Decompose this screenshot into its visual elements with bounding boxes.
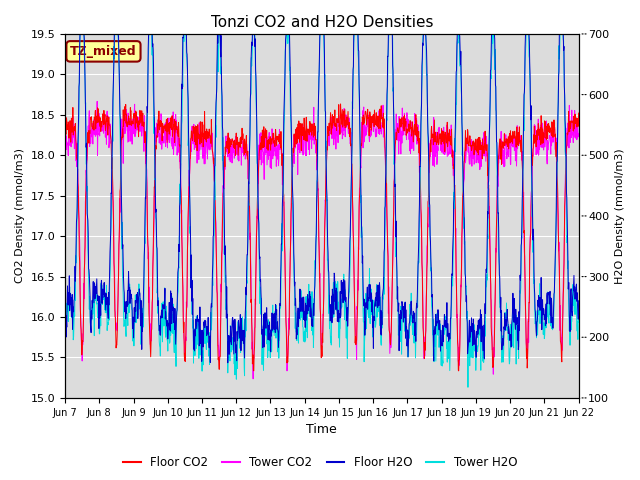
Y-axis label: H2O Density (mmol/m3): H2O Density (mmol/m3): [615, 148, 625, 284]
Text: TZ_mixed: TZ_mixed: [70, 45, 137, 58]
Title: Tonzi CO2 and H2O Densities: Tonzi CO2 and H2O Densities: [211, 15, 433, 30]
Y-axis label: CO2 Density (mmol/m3): CO2 Density (mmol/m3): [15, 148, 25, 283]
X-axis label: Time: Time: [307, 423, 337, 436]
Legend: Floor CO2, Tower CO2, Floor H2O, Tower H2O: Floor CO2, Tower CO2, Floor H2O, Tower H…: [118, 452, 522, 474]
